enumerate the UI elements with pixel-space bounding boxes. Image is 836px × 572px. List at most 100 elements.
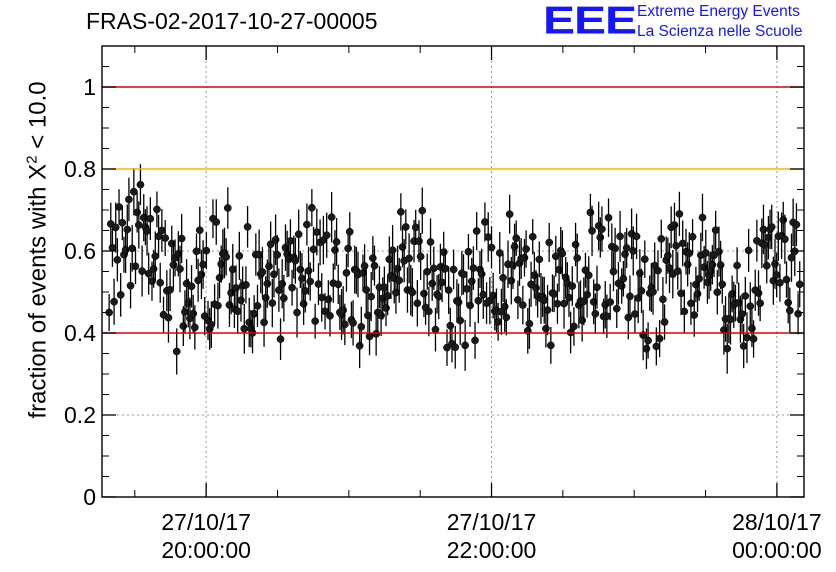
data-point — [588, 226, 596, 235]
data-point — [364, 311, 372, 320]
data-point — [555, 265, 563, 274]
data-point — [456, 316, 465, 325]
data-point — [184, 299, 193, 307]
data-point — [134, 221, 143, 229]
data-point — [418, 206, 427, 215]
data-point — [746, 302, 755, 311]
data-point — [598, 225, 606, 233]
data-point — [212, 218, 221, 226]
data-point — [654, 266, 662, 275]
data-point — [698, 213, 707, 222]
data-point — [420, 289, 428, 298]
data-point — [125, 195, 133, 204]
data-point — [273, 250, 282, 259]
data-point — [467, 277, 476, 286]
data-point — [609, 267, 618, 276]
data-point — [553, 299, 562, 308]
data-point — [116, 291, 125, 299]
data-point — [113, 255, 122, 264]
data-point — [542, 324, 550, 333]
data-point — [510, 242, 519, 251]
data-point — [690, 311, 699, 319]
data-point — [700, 263, 708, 272]
data-point — [784, 298, 793, 307]
data-point — [158, 226, 166, 235]
data-point — [535, 255, 544, 264]
data-point — [617, 282, 626, 290]
data-point — [303, 220, 311, 229]
data-point — [540, 296, 549, 305]
data-point — [530, 271, 539, 280]
data-point — [136, 180, 145, 189]
data-point — [110, 297, 118, 306]
data-point — [477, 270, 486, 278]
data-point — [362, 286, 371, 294]
data-point — [261, 293, 270, 302]
data-point — [265, 262, 273, 271]
data-point — [723, 344, 732, 353]
data-point — [126, 281, 135, 290]
data-point — [237, 296, 245, 305]
data-point — [471, 336, 479, 345]
data-point — [167, 239, 176, 248]
data-point — [426, 238, 435, 246]
data-point — [270, 270, 278, 279]
data-point — [733, 261, 741, 270]
data-point — [370, 261, 379, 270]
data-point — [331, 246, 339, 254]
data-point — [169, 261, 178, 269]
data-point — [578, 316, 587, 325]
data-point — [187, 282, 196, 291]
data-point — [223, 204, 232, 212]
data-point — [131, 262, 140, 271]
data-point — [416, 252, 425, 261]
data-point — [268, 299, 277, 307]
data-point — [687, 299, 695, 308]
data-point — [322, 231, 331, 240]
data-point — [271, 235, 280, 244]
x-tick-label-date: 27/10/17 — [447, 509, 537, 535]
data-point — [143, 227, 151, 235]
data-point — [545, 238, 554, 247]
data-point — [781, 235, 789, 244]
data-point — [715, 247, 723, 256]
data-point — [509, 261, 517, 270]
data-point — [202, 246, 211, 255]
data-point — [675, 210, 684, 218]
data-point — [276, 335, 285, 343]
x-tick-label-date: 28/10/17 — [732, 509, 822, 535]
y-axis-label: fraction of events with X2 < 10.0 — [23, 81, 52, 419]
data-point — [279, 294, 288, 303]
data-point — [782, 275, 791, 284]
data-point — [431, 325, 440, 334]
data-point — [253, 302, 262, 310]
eee-logo: EEE — [543, 0, 637, 43]
data-point — [260, 318, 268, 327]
data-point — [243, 222, 252, 231]
data-point — [133, 208, 142, 217]
data-point — [192, 247, 201, 256]
data-point — [176, 265, 184, 273]
data-point — [429, 264, 438, 273]
data-point — [233, 307, 242, 316]
data-point — [664, 251, 672, 260]
data-point — [459, 270, 468, 279]
data-point — [121, 246, 130, 254]
data-point — [161, 234, 170, 242]
data-point — [764, 233, 773, 242]
data-point — [713, 288, 722, 297]
data-point — [518, 301, 527, 309]
data-point — [314, 280, 323, 288]
data-point — [461, 341, 469, 350]
data-point — [405, 254, 413, 263]
data-point — [495, 249, 504, 257]
data-point — [507, 276, 516, 285]
x-tick-label-date: 27/10/17 — [161, 509, 251, 535]
data-point — [340, 320, 349, 329]
data-point — [632, 232, 641, 241]
data-point — [624, 313, 633, 322]
data-point — [423, 267, 432, 276]
data-point — [298, 274, 306, 283]
data-point — [250, 309, 259, 318]
data-point — [771, 259, 779, 268]
